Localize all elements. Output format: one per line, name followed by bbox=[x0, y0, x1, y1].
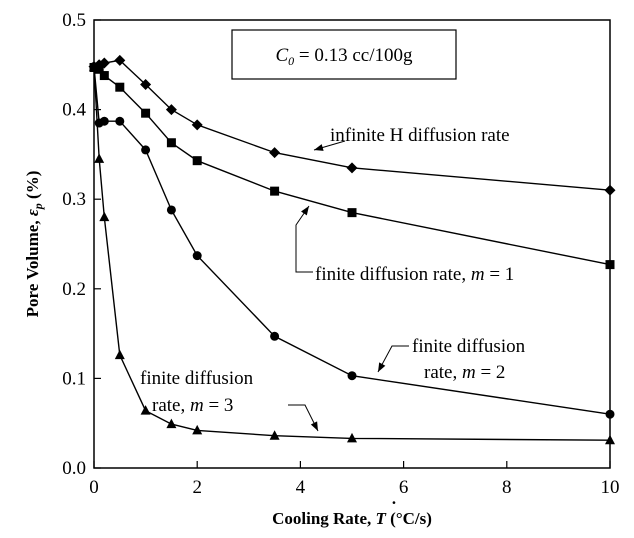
data-point-circle bbox=[347, 371, 357, 381]
data-point-circle bbox=[605, 409, 615, 419]
y-tick-label: 0.5 bbox=[62, 10, 86, 31]
x-tick-label: 4 bbox=[296, 477, 306, 498]
series-label-m2-line2-c: = 2 bbox=[476, 362, 506, 383]
data-point-diamond bbox=[140, 79, 152, 91]
leader-arrowhead bbox=[378, 362, 386, 372]
annotation-sub: 0 bbox=[288, 54, 294, 68]
leader-arrowhead bbox=[310, 421, 318, 431]
series-label-m3-line1-text: finite diffusion bbox=[140, 368, 254, 389]
data-point-triangle bbox=[166, 418, 177, 429]
y-axis-title-unit: (%) bbox=[23, 171, 42, 204]
series-label-m3-line1: finite diffusion bbox=[140, 368, 254, 389]
y-tick-label: 0.1 bbox=[62, 368, 86, 389]
series-label-infinite: infinite H diffusion rate bbox=[330, 125, 510, 146]
series-label-infinite-text: infinite H diffusion rate bbox=[330, 125, 510, 146]
y-tick-label: 0.0 bbox=[62, 458, 86, 479]
series-label-m2-line2: rate, m = 2 bbox=[424, 362, 505, 383]
data-point-triangle bbox=[94, 153, 105, 163]
leader-m2 bbox=[377, 345, 409, 373]
plot-frame bbox=[93, 19, 611, 469]
x-tick-label: 8 bbox=[502, 477, 512, 498]
series-label-m1: finite diffusion rate, m = 1 bbox=[315, 264, 514, 285]
series-line-triangle bbox=[93, 66, 611, 441]
data-point-square bbox=[347, 208, 357, 218]
x-tick-label: 0 bbox=[89, 477, 99, 498]
data-point-triangle bbox=[99, 211, 110, 222]
series-markers bbox=[88, 54, 616, 445]
data-point-triangle bbox=[114, 349, 125, 360]
series-label-m2-line2-a: rate, bbox=[424, 362, 462, 383]
data-point-circle bbox=[192, 251, 202, 261]
series-label-m3-line2: rate, m = 3 bbox=[152, 395, 233, 416]
x-axis-title-unit: (°C/s) bbox=[386, 509, 432, 528]
data-point-diamond bbox=[191, 119, 203, 131]
data-point-square bbox=[192, 156, 202, 166]
data-point-triangle bbox=[89, 61, 99, 71]
series-label-m2-line1: finite diffusion bbox=[412, 336, 526, 357]
y-axis-title-symbol: ε bbox=[23, 209, 42, 216]
series-label-m2-line1-text: finite diffusion bbox=[412, 336, 526, 357]
series-label-m2-line2-b: m bbox=[462, 362, 476, 383]
annotation-symbol: C bbox=[275, 45, 288, 66]
data-point-triangle bbox=[192, 424, 203, 435]
x-axis-title-dot: · bbox=[391, 493, 397, 512]
data-point-square bbox=[270, 186, 280, 196]
y-axis-title-prefix: Pore Volume, bbox=[23, 216, 42, 317]
data-point-triangle bbox=[269, 430, 280, 440]
data-point-square bbox=[166, 138, 176, 148]
leader-m3 bbox=[288, 404, 319, 432]
data-point-diamond bbox=[165, 104, 177, 116]
data-point-circle bbox=[270, 331, 280, 341]
series-label-m3-line2-a: rate, bbox=[152, 395, 190, 416]
leader-arrowhead bbox=[301, 206, 309, 216]
leader-m1 bbox=[295, 205, 313, 273]
data-point-square bbox=[115, 82, 125, 92]
data-point-square bbox=[141, 108, 151, 118]
data-point-diamond bbox=[346, 162, 358, 174]
series-label-m3-line2-c: = 3 bbox=[204, 395, 234, 416]
data-point-diamond bbox=[114, 54, 126, 66]
leader-arrowhead bbox=[314, 144, 324, 151]
x-tick-label: 2 bbox=[192, 477, 202, 498]
x-axis-title-prefix: Cooling Rate, bbox=[272, 509, 375, 528]
series-line-circle bbox=[93, 66, 611, 415]
x-tick-label: 6 bbox=[399, 477, 409, 498]
data-point-square bbox=[94, 64, 104, 74]
data-point-diamond bbox=[604, 184, 616, 196]
data-point-circle bbox=[166, 205, 176, 215]
data-point-square bbox=[605, 260, 615, 270]
data-point-triangle bbox=[605, 434, 615, 445]
data-point-diamond bbox=[98, 57, 110, 69]
data-point-diamond bbox=[269, 147, 281, 159]
y-tick-label: 0.2 bbox=[62, 279, 86, 300]
data-point-circle bbox=[141, 145, 151, 155]
annotation-box bbox=[231, 29, 457, 80]
data-point-square bbox=[99, 71, 109, 81]
series-label-m3-line2-b: m bbox=[190, 395, 204, 416]
annotation-box-text: C0 = 0.13 cc/100g bbox=[275, 45, 413, 68]
data-point-triangle bbox=[140, 405, 151, 415]
data-point-triangle bbox=[347, 432, 357, 443]
y-axis-title-sub: p bbox=[31, 203, 45, 210]
y-axis-title: Pore Volume, εp (%) bbox=[23, 171, 45, 318]
series-label-m1-a: finite diffusion rate, bbox=[315, 264, 471, 285]
series-label-m1-b: m bbox=[471, 264, 485, 285]
data-point-circle bbox=[115, 116, 125, 126]
y-tick-label: 0.4 bbox=[62, 100, 86, 121]
x-tick-label: 10 bbox=[601, 477, 620, 498]
x-axis-title-symbol: T bbox=[376, 509, 387, 528]
x-axis: 0 2 4 6 8 10 bbox=[89, 461, 620, 498]
x-axis-title: Cooling Rate, T (°C/s) bbox=[272, 509, 432, 528]
y-tick-label: 0.3 bbox=[62, 189, 86, 210]
series-label-m1-c: = 1 bbox=[485, 264, 515, 285]
annotation-value: = 0.13 cc/100g bbox=[294, 45, 413, 66]
data-point-circle bbox=[99, 116, 109, 126]
